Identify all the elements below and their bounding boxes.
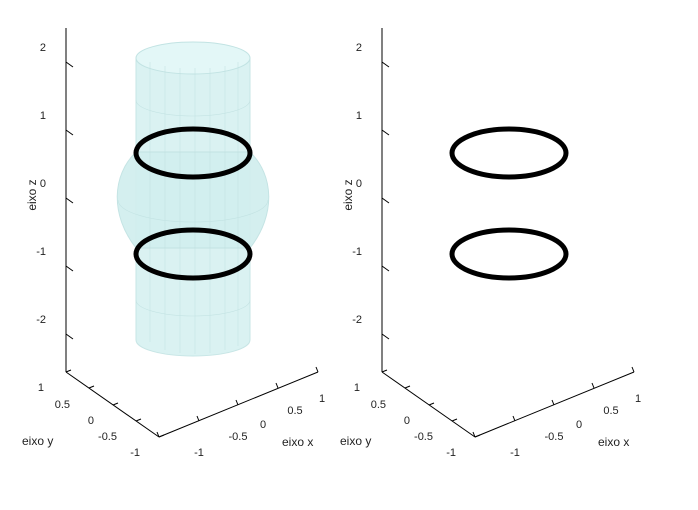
right-plot: 2 1 0 -1 -2 1 0.5 0 -0.5 -1 -1 -0.5 0 0.… bbox=[340, 28, 641, 459]
tick-label: 1 bbox=[40, 110, 46, 122]
z-ticks-right: 2 1 0 -1 -2 bbox=[352, 42, 362, 326]
tick-label: 1 bbox=[38, 382, 44, 394]
tick-label: 0 bbox=[576, 419, 582, 431]
circle-curve-lower bbox=[133, 227, 253, 281]
tick-label: -0.5 bbox=[414, 431, 433, 443]
tick-label: 1 bbox=[356, 110, 362, 122]
left-plot: 2 1 0 -1 -2 1 0.5 0 -0.5 -1 -1 -0.5 0 0.… bbox=[22, 28, 325, 459]
cylinder-top-cap bbox=[135, 41, 251, 75]
tick-label: 1 bbox=[354, 382, 360, 394]
tick-label: 0 bbox=[40, 178, 46, 190]
x-axis-label: eixo x bbox=[598, 435, 629, 449]
tick-label: -1 bbox=[36, 246, 46, 258]
tick-marks-right bbox=[381, 61, 635, 438]
x-ticks-left: -1 -0.5 0 0.5 1 bbox=[194, 393, 325, 459]
x-axis-label: eixo x bbox=[282, 435, 313, 449]
tick-label: 0.5 bbox=[603, 405, 618, 417]
tick-label: -2 bbox=[36, 314, 46, 326]
tick-label: -0.5 bbox=[98, 431, 117, 443]
circle-curve-upper bbox=[133, 126, 253, 180]
tick-marks-left bbox=[65, 61, 319, 438]
tick-label: 0 bbox=[356, 178, 362, 190]
surface-group bbox=[116, 41, 270, 357]
z-ticks-left: 2 1 0 -1 -2 bbox=[36, 42, 46, 326]
axis-lines-right bbox=[381, 28, 635, 438]
tick-label: 0 bbox=[88, 415, 94, 427]
tick-label: 0.5 bbox=[371, 399, 386, 411]
tick-label: -1 bbox=[446, 447, 456, 459]
tick-label: -1 bbox=[130, 447, 140, 459]
circle-curve-lower bbox=[449, 227, 569, 281]
tick-label: 0 bbox=[404, 415, 410, 427]
circle-curve-upper bbox=[449, 126, 569, 180]
tick-label: -1 bbox=[194, 447, 204, 459]
y-axis-label: eixo y bbox=[22, 434, 53, 448]
tick-label: -0.5 bbox=[229, 431, 248, 443]
sphere-surface bbox=[116, 151, 270, 249]
y-ticks-left: 1 0.5 0 -0.5 -1 bbox=[38, 382, 140, 459]
y-axis-label: eixo y bbox=[340, 434, 371, 448]
tick-label: -0.5 bbox=[545, 431, 564, 443]
tick-label: 1 bbox=[319, 393, 325, 405]
tick-label: -1 bbox=[510, 447, 520, 459]
tick-label: 0.5 bbox=[55, 399, 70, 411]
tick-label: -2 bbox=[352, 314, 362, 326]
tick-label: 2 bbox=[356, 42, 362, 54]
z-axis-label: eixo z bbox=[25, 179, 39, 210]
axis-lines-left bbox=[65, 28, 319, 438]
tick-label: 1 bbox=[635, 393, 641, 405]
mesh-lines bbox=[117, 62, 269, 354]
tick-label: 2 bbox=[40, 42, 46, 54]
x-ticks-right: -1 -0.5 0 0.5 1 bbox=[510, 393, 641, 459]
z-axis-label: eixo z bbox=[341, 179, 355, 210]
tick-label: 0.5 bbox=[287, 405, 302, 417]
y-ticks-right: 1 0.5 0 -0.5 -1 bbox=[354, 382, 456, 459]
tick-label: -1 bbox=[352, 246, 362, 258]
tick-label: 0 bbox=[260, 419, 266, 431]
